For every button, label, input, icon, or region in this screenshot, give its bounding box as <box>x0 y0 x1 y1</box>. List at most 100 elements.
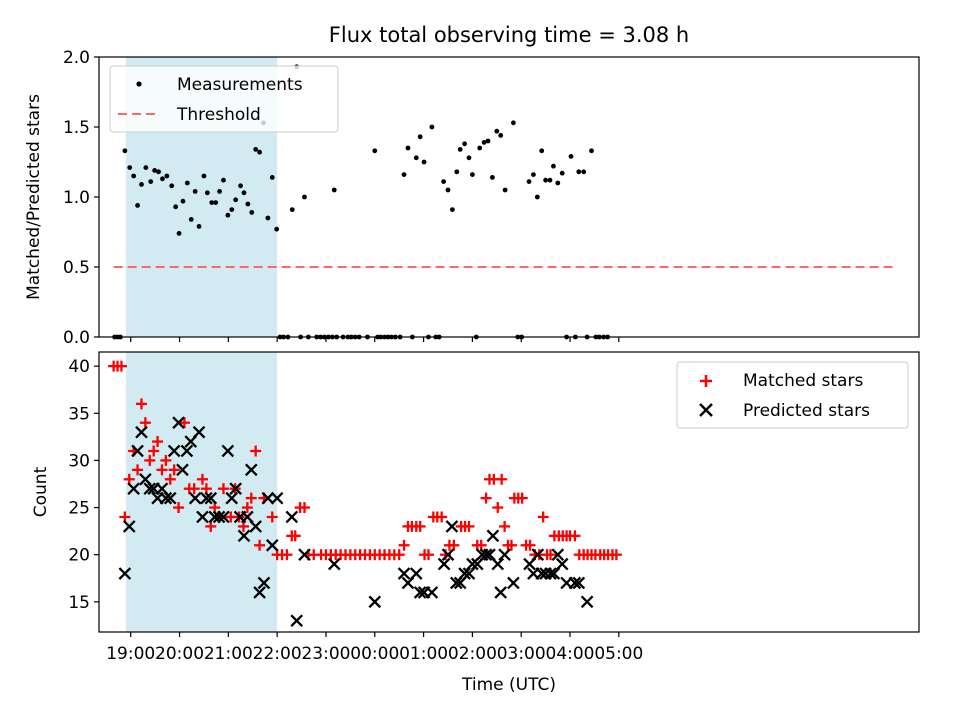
predicted-star-point <box>413 586 427 599</box>
x-tick-label: 04:00 <box>546 644 595 664</box>
matched-star-point <box>496 473 508 485</box>
matched-star-point <box>144 454 156 466</box>
matched-star-point <box>160 454 172 466</box>
measurement-point <box>421 159 427 165</box>
measurement-point <box>192 189 198 194</box>
bottom-plot-frame <box>98 351 920 633</box>
measurement-point <box>568 154 574 159</box>
measurement-point <box>534 194 540 200</box>
measurement-point <box>139 182 144 187</box>
matched-star-point <box>537 511 549 523</box>
measurement-point <box>201 173 207 179</box>
matched-star-point <box>492 502 504 514</box>
matched-star-point <box>237 520 249 532</box>
measurement-point <box>135 203 140 208</box>
matched-star-point <box>505 539 517 551</box>
measurement-point <box>233 197 239 203</box>
predicted-star-point <box>118 567 132 580</box>
predicted-star-point <box>466 557 479 571</box>
predicted-star-point <box>327 557 341 571</box>
measurement-point <box>502 187 508 193</box>
measurement-point <box>184 180 190 186</box>
measurement-point <box>156 169 161 175</box>
measurement-point <box>221 177 226 183</box>
predicted-star-point <box>507 576 520 590</box>
measurement-points <box>112 64 610 340</box>
matched-star-point <box>436 511 448 523</box>
predicted-star-point <box>580 595 594 609</box>
measurement-point <box>131 173 137 179</box>
top-x-ticks <box>130 337 620 342</box>
matched-star-point <box>250 445 262 457</box>
measurement-point <box>539 148 545 154</box>
measurement-point <box>217 189 222 194</box>
x-tick-label: 03:00 <box>497 644 546 664</box>
measurement-point <box>160 176 165 182</box>
predicted-star-point <box>368 595 382 609</box>
measurement-point <box>302 194 307 200</box>
predicted-star-point <box>229 482 242 496</box>
y-tick-label: 20 <box>68 546 90 566</box>
matched-star-point <box>281 549 293 561</box>
y-tick-label: 1.0 <box>63 188 90 208</box>
predicted-star-point <box>486 529 500 543</box>
predicted-star-point <box>188 491 202 505</box>
legend-measurement-marker <box>136 81 142 87</box>
chart-title: Flux total observing time = 3.08 h <box>329 23 689 47</box>
measurement-point <box>576 169 582 175</box>
matched-star-point <box>393 549 405 561</box>
matched-star-point <box>463 520 475 532</box>
legend-predicted-marker <box>699 403 713 417</box>
matched-star-point <box>298 502 310 514</box>
predicted-star-point <box>122 520 136 533</box>
matched-star-point <box>289 530 301 542</box>
predicted-star-point <box>221 444 235 458</box>
predicted-star-point <box>445 520 459 533</box>
measurement-point <box>547 177 553 183</box>
measurement-point <box>589 148 594 154</box>
measurement-point <box>253 147 259 152</box>
predicted-star-point <box>479 548 493 562</box>
top-y-ticks: 0.0 0.5 1.0 1.5 2.0 <box>63 48 99 348</box>
matched-star-point <box>152 436 164 448</box>
measurement-point <box>551 163 556 169</box>
legend-matched-marker <box>700 375 712 387</box>
matched-star-point <box>168 464 180 476</box>
predicted-star-point <box>270 491 284 505</box>
matched-star-point <box>544 549 556 561</box>
measurement-point <box>405 145 411 151</box>
predicted-star-point <box>249 520 262 533</box>
measurement-point <box>180 198 186 204</box>
predicted-star-point <box>397 567 411 580</box>
measurement-point <box>481 140 487 145</box>
x-tick-label: 21:00 <box>204 644 253 664</box>
y-tick-label: 2.0 <box>63 48 90 68</box>
matched-star-point <box>178 417 190 429</box>
predicted-star-point <box>159 491 173 505</box>
measurement-point <box>225 212 231 218</box>
predicted-star-point <box>494 586 508 599</box>
measurement-point <box>196 224 202 229</box>
measurement-point <box>490 175 495 180</box>
top-legend: Measurements Threshold <box>109 65 339 133</box>
predicted-star-point <box>204 491 218 505</box>
measurement-point <box>531 172 536 178</box>
measurement-point <box>494 128 500 134</box>
matched-star-point <box>217 483 229 495</box>
measurement-point <box>229 207 235 213</box>
matched-star-point <box>266 511 278 523</box>
predicted-star-point <box>196 510 209 524</box>
matched-star-point <box>241 502 253 514</box>
predicted-star-point <box>131 444 144 458</box>
matched-star-point <box>139 417 151 429</box>
measurement-point <box>148 179 154 185</box>
bottom-x-ticks: 19:00 20:00 21:00 22:00 23:00 00:00 01:00 02:00… <box>106 632 643 664</box>
measurement-point <box>445 187 451 193</box>
matched-star-point <box>398 539 410 551</box>
bottom-y-ticks: 15 20 25 30 35 40 <box>68 357 99 613</box>
measurement-point <box>152 168 158 173</box>
matched-star-point <box>499 520 511 532</box>
x-tick-label: 01:00 <box>399 644 448 664</box>
top-panel: 0.00.51.01.52.0 Matched/Predicted stars … <box>24 48 920 348</box>
